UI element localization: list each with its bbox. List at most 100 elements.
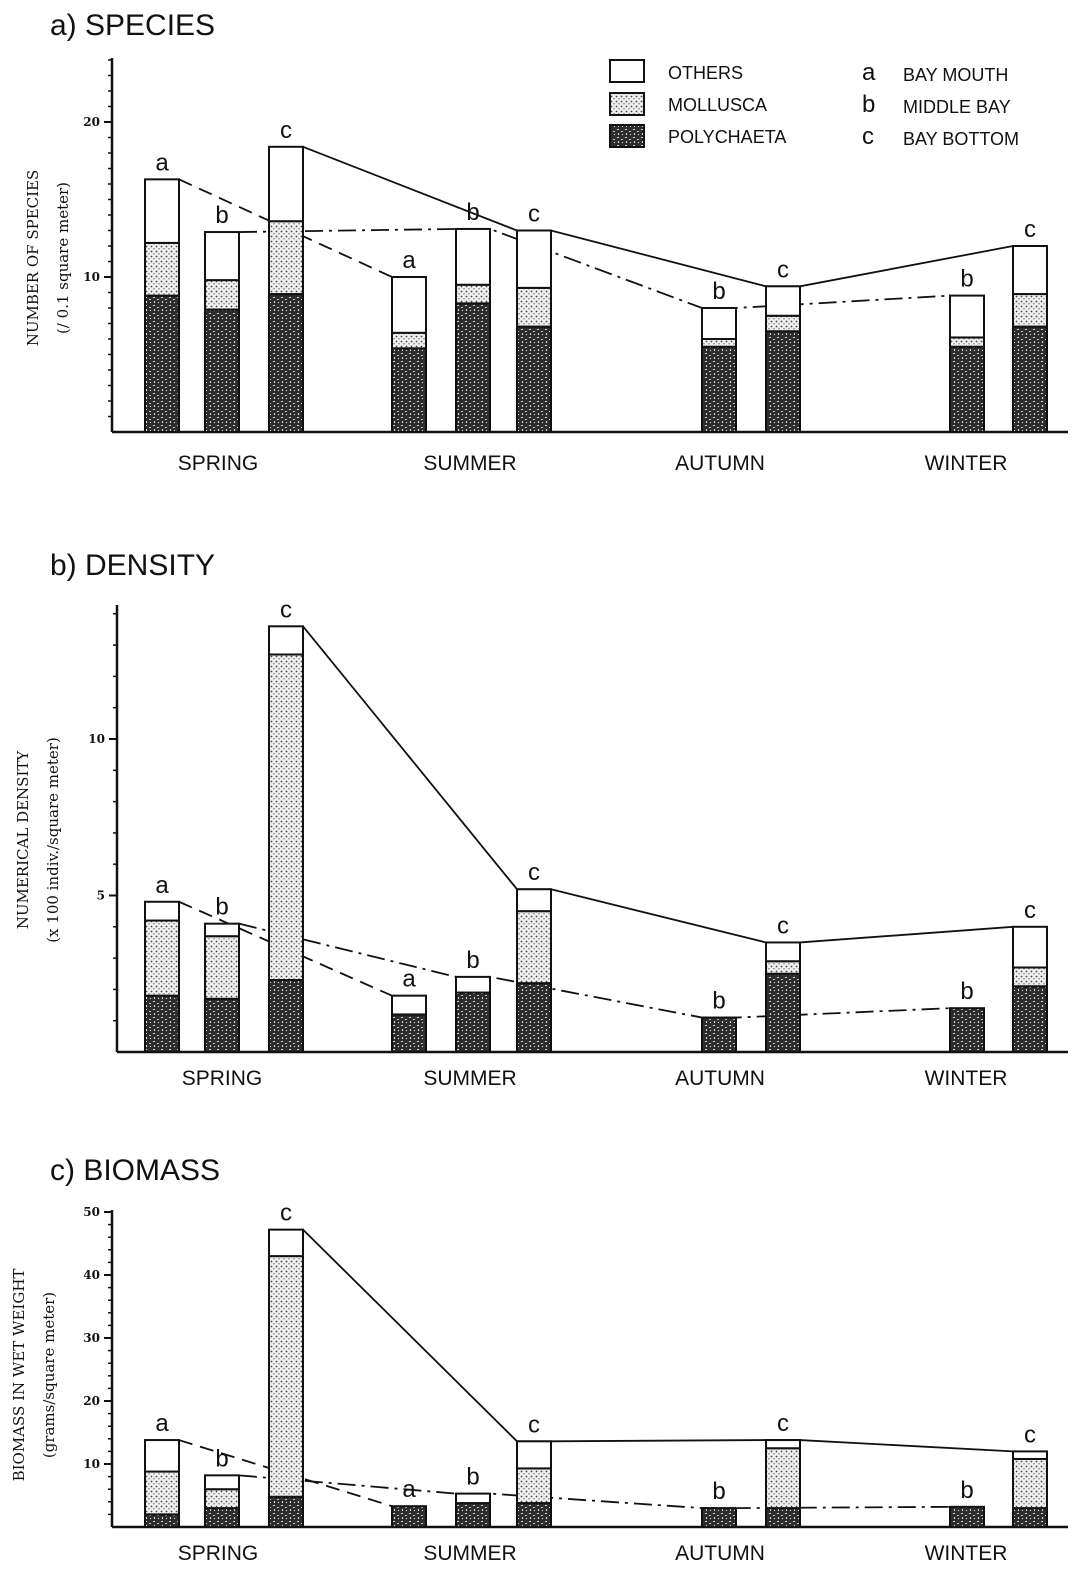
density-bar-segment-mollusca	[765, 960, 801, 975]
biomass-bar-station-label: c	[528, 1411, 540, 1438]
biomass-season-label-summer: SUMMER	[423, 1542, 516, 1565]
biomass-y-tick-label: 20	[83, 1394, 100, 1408]
species-bar-station-label: a	[402, 247, 416, 274]
density-bar-segment-others	[455, 975, 491, 994]
legend: OTHERS MOLLUSCA POLYCHAETA a BAY MOUTH b…	[609, 59, 1019, 150]
species-y-tick-label: 20	[83, 115, 100, 129]
biomass-bar-autumn-c: c	[765, 1410, 801, 1528]
biomass-y-label-unit: (grams/square meter)	[40, 1292, 58, 1458]
biomass-bar-autumn-b: b	[701, 1478, 737, 1528]
density-season-label-autumn: AUTUMN	[675, 1067, 765, 1090]
biomass-panel-title: c) BIOMASS	[50, 1154, 220, 1187]
density-bar-spring-c: c	[268, 596, 304, 1054]
species-bar-segment-mollusca	[765, 314, 801, 333]
species-bar-station-label: c	[1024, 216, 1036, 243]
biomass-bar-segment-polychaeta	[765, 1507, 801, 1528]
species-bar-segment-others	[455, 227, 491, 286]
density-bar-station-label: a	[155, 872, 169, 899]
legend-station-key-b: b	[862, 91, 875, 118]
biomass-bar-station-label: a	[155, 1410, 169, 1437]
biomass-bar-summer-b: b	[455, 1464, 491, 1529]
density-bar-segment-mollusca	[516, 910, 552, 985]
legend-station-label-a: BAY MOUTH	[903, 65, 1008, 85]
density-y-tick-label: 10	[88, 732, 105, 746]
species-bar-station-label: b	[712, 278, 725, 305]
density-bar-summer-a: a	[391, 966, 427, 1054]
density-bar-station-label: c	[1024, 897, 1036, 924]
density-bar-station-label: c	[528, 859, 540, 886]
species-bar-winter-c: c	[1012, 216, 1048, 434]
biomass-station-c-line	[302, 1229, 1014, 1453]
biomass-bar-segment-mollusca	[268, 1255, 304, 1498]
density-bar-winter-b: b	[949, 978, 985, 1053]
species-bar-segment-mollusca	[1012, 293, 1048, 328]
species-bar-segment-mollusca	[204, 279, 240, 311]
biomass-plot: 10 20 30 40 50 SPRING SUMMER AUTUMN WINTER a b c a b c…	[83, 1200, 1068, 1565]
species-bar-segment-others	[765, 285, 801, 317]
species-bar-segment-polychaeta	[516, 325, 552, 434]
legend-swatch-others	[609, 59, 645, 83]
density-bar-station-label: a	[402, 966, 416, 993]
species-bar-segment-mollusca	[516, 286, 552, 328]
species-panel: a) SPECIES NUMBER OF SPECIES (/ 0.1 squa…	[24, 9, 1068, 475]
biomass-bar-segment-polychaeta	[701, 1507, 737, 1528]
species-season-label-spring: SPRING	[178, 452, 259, 475]
species-y-tick-label: 10	[83, 270, 100, 284]
density-bar-segment-polychaeta	[455, 991, 491, 1054]
biomass-bar-segment-polychaeta	[144, 1513, 180, 1529]
species-bar-segment-others	[701, 307, 737, 340]
density-bar-segment-polychaeta	[949, 1007, 985, 1053]
biomass-bar-winter-c: c	[1012, 1421, 1048, 1528]
legend-swatch-mollusca	[609, 92, 645, 116]
species-bar-station-label: b	[215, 202, 228, 229]
density-bar-segment-mollusca	[144, 919, 180, 997]
biomass-bar-segment-others	[516, 1440, 552, 1470]
density-bar-segment-others	[391, 994, 427, 1016]
species-bar-segment-mollusca	[949, 336, 985, 348]
density-bar-station-label: b	[960, 978, 973, 1005]
density-bar-station-label: b	[712, 988, 725, 1015]
biomass-bar-segment-mollusca	[516, 1467, 552, 1505]
species-season-label-summer: SUMMER	[423, 452, 516, 475]
species-bar-station-label: c	[280, 117, 292, 144]
density-bar-segment-polychaeta	[516, 982, 552, 1054]
biomass-bar-segment-mollusca	[1012, 1457, 1048, 1510]
species-bar-summer-a: a	[391, 247, 427, 433]
density-bar-autumn-b: b	[701, 988, 737, 1054]
species-season-label-winter: WINTER	[925, 452, 1008, 475]
biomass-bar-segment-polychaeta	[391, 1505, 427, 1528]
biomass-bar-segment-polychaeta	[949, 1505, 985, 1528]
species-bar-segment-others	[516, 229, 552, 289]
density-bar-segment-others	[144, 900, 180, 922]
species-bar-segment-others	[268, 145, 304, 223]
density-bar-segment-polychaeta	[391, 1013, 427, 1054]
biomass-season-label-spring: SPRING	[178, 1542, 259, 1565]
biomass-bar-station-label: a	[402, 1476, 416, 1503]
species-bar-autumn-b: b	[701, 278, 737, 433]
species-bar-segment-mollusca	[391, 331, 427, 350]
biomass-station-b-line	[238, 1474, 951, 1509]
biomass-bar-segment-polychaeta	[268, 1495, 304, 1529]
biomass-bar-summer-a: a	[391, 1476, 427, 1528]
species-bar-station-label: b	[960, 266, 973, 293]
species-bar-segment-polychaeta	[455, 302, 491, 433]
species-bar-segment-others	[1012, 245, 1048, 296]
legend-station-label-b: MIDDLE BAY	[903, 97, 1011, 117]
biomass-y-tick-label: 10	[83, 1457, 100, 1471]
legend-label-polychaeta: POLYCHAETA	[668, 127, 786, 147]
species-y-label-unit: (/ 0.1 square meter)	[54, 182, 72, 334]
species-bar-summer-b: b	[455, 199, 491, 433]
biomass-bar-segment-others	[1012, 1450, 1048, 1460]
biomass-bar-spring-a: a	[144, 1410, 180, 1529]
species-bar-segment-mollusca	[701, 338, 737, 348]
species-bar-segment-polychaeta	[949, 345, 985, 433]
species-bar-summer-c: c	[516, 201, 552, 434]
density-bar-segment-polychaeta	[144, 994, 180, 1053]
density-y-tick-label: 5	[97, 889, 105, 903]
species-season-label-autumn: AUTUMN	[675, 452, 765, 475]
species-bar-spring-b: b	[204, 202, 240, 433]
biomass-bar-segment-others	[765, 1439, 801, 1450]
density-bar-station-label: b	[466, 947, 479, 974]
biomass-bar-station-label: b	[712, 1478, 725, 1505]
